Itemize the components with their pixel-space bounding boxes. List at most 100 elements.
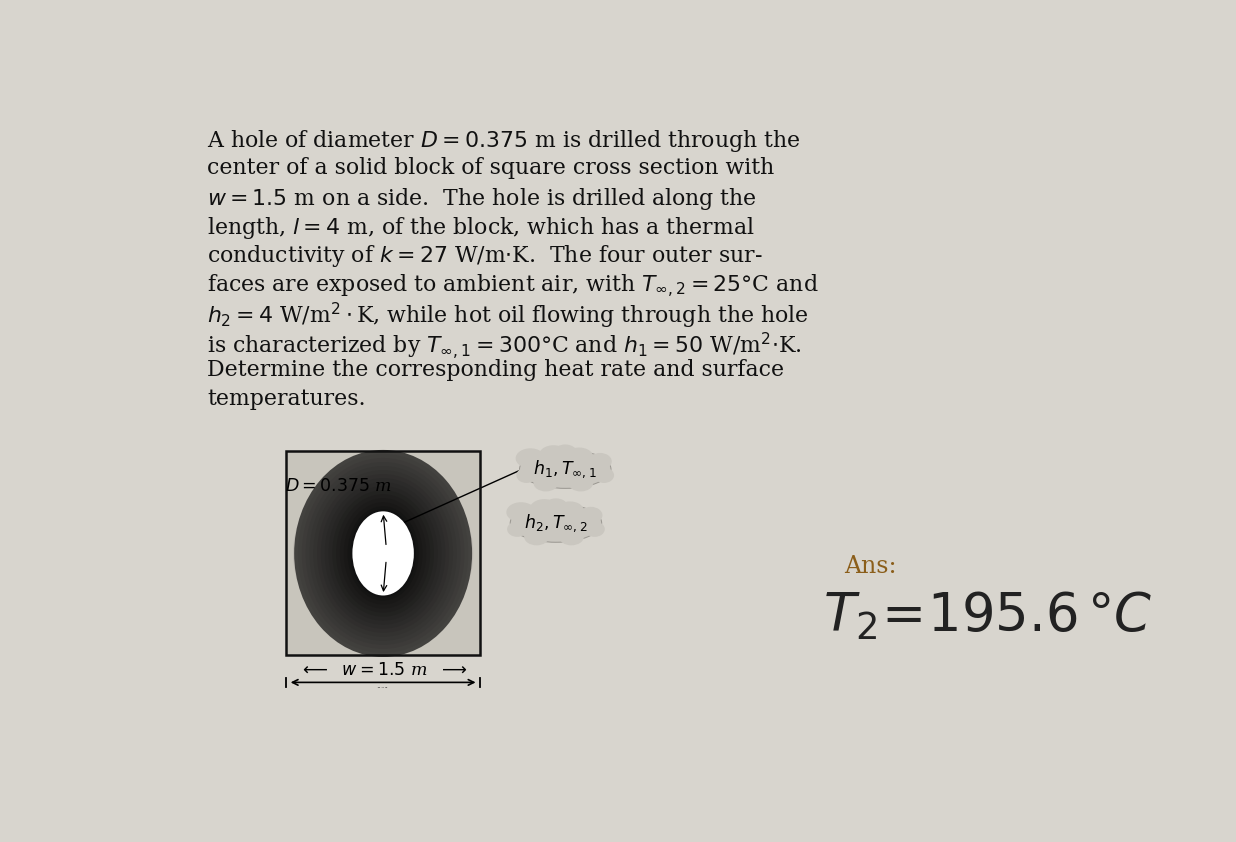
Ellipse shape	[336, 506, 430, 601]
Ellipse shape	[515, 448, 545, 468]
Ellipse shape	[349, 518, 418, 589]
Ellipse shape	[529, 499, 559, 520]
Text: $\longleftarrow$  $w = 1.5$ m  $\longrightarrow$: $\longleftarrow$ $w = 1.5$ m $\longright…	[299, 663, 467, 679]
Ellipse shape	[355, 525, 412, 583]
Ellipse shape	[321, 491, 445, 616]
Ellipse shape	[330, 500, 435, 607]
Bar	[287, 451, 480, 655]
Ellipse shape	[510, 504, 602, 542]
Ellipse shape	[329, 486, 438, 621]
Ellipse shape	[302, 458, 465, 649]
Ellipse shape	[381, 551, 386, 557]
Ellipse shape	[377, 547, 389, 560]
Ellipse shape	[320, 489, 446, 618]
Text: is characterized by $T_{\infty,1} = 300\degree$C and $h_1 = 50$ W/m$^2$$\cdot$K.: is characterized by $T_{\infty,1} = 300\…	[208, 330, 802, 361]
Ellipse shape	[351, 521, 414, 585]
Text: $h_2 = 4$ W/m$^2\cdot$K, while hot oil flowing through the hole: $h_2 = 4$ W/m$^2\cdot$K, while hot oil f…	[208, 301, 808, 332]
Ellipse shape	[321, 478, 445, 629]
Ellipse shape	[302, 471, 465, 636]
Ellipse shape	[315, 484, 451, 622]
Ellipse shape	[307, 476, 460, 632]
Bar	[287, 451, 480, 655]
Ellipse shape	[559, 529, 583, 546]
Ellipse shape	[539, 445, 569, 466]
Ellipse shape	[305, 462, 461, 645]
Ellipse shape	[293, 461, 473, 645]
Text: $h_1, T_{\infty,1}$: $h_1, T_{\infty,1}$	[534, 458, 597, 480]
Ellipse shape	[367, 536, 399, 570]
Ellipse shape	[340, 509, 426, 598]
Ellipse shape	[344, 514, 423, 594]
Ellipse shape	[595, 467, 614, 483]
Ellipse shape	[313, 470, 454, 637]
Ellipse shape	[362, 532, 404, 575]
Ellipse shape	[328, 497, 439, 610]
Ellipse shape	[534, 475, 559, 492]
Ellipse shape	[360, 529, 407, 578]
Ellipse shape	[342, 512, 424, 594]
Text: conductivity of $k = 27$ W/m$\cdot$K.  The four outer sur-: conductivity of $k = 27$ W/m$\cdot$K. Th…	[208, 243, 763, 269]
Ellipse shape	[588, 453, 612, 470]
Ellipse shape	[507, 502, 535, 522]
Ellipse shape	[363, 534, 403, 573]
Ellipse shape	[365, 535, 402, 572]
Ellipse shape	[297, 465, 470, 642]
Text: center of a solid block of square cross section with: center of a solid block of square cross …	[208, 157, 775, 179]
Ellipse shape	[335, 504, 431, 602]
Ellipse shape	[325, 482, 441, 625]
Ellipse shape	[298, 466, 468, 641]
Text: $w = 1.5$ m on a side.  The hole is drilled along the: $w = 1.5$ m on a side. The hole is drill…	[208, 186, 756, 211]
Ellipse shape	[517, 467, 536, 483]
Ellipse shape	[294, 463, 472, 643]
Ellipse shape	[347, 506, 419, 600]
Ellipse shape	[332, 501, 434, 605]
Ellipse shape	[382, 552, 384, 555]
Text: $\leftarrow\!\!\!\!\!\!\!\!\!$— $w = 1.5$ m —$\!\!\!\!\!\!\!\!\!\rightarrow$: $\leftarrow\!\!\!\!\!\!\!\!\!$— $w = 1.5…	[377, 685, 389, 690]
Ellipse shape	[347, 517, 419, 590]
Ellipse shape	[524, 529, 549, 546]
Ellipse shape	[375, 544, 392, 562]
Ellipse shape	[346, 515, 420, 592]
Ellipse shape	[339, 508, 428, 600]
Ellipse shape	[294, 450, 472, 657]
Ellipse shape	[341, 510, 425, 596]
Ellipse shape	[313, 482, 454, 626]
Ellipse shape	[305, 474, 461, 633]
Ellipse shape	[580, 507, 602, 524]
Text: $\mathit{T}_2\!=\!195.6\,°C$: $\mathit{T}_2\!=\!195.6\,°C$	[822, 590, 1152, 642]
Ellipse shape	[336, 494, 430, 613]
Ellipse shape	[332, 490, 434, 616]
Ellipse shape	[351, 510, 415, 596]
Ellipse shape	[304, 472, 462, 635]
Ellipse shape	[552, 445, 577, 463]
Text: temperatures.: temperatures.	[208, 388, 366, 410]
Ellipse shape	[371, 541, 396, 566]
Ellipse shape	[356, 526, 410, 581]
Ellipse shape	[316, 474, 449, 632]
Ellipse shape	[370, 540, 397, 568]
Ellipse shape	[334, 503, 433, 604]
Ellipse shape	[556, 502, 583, 520]
Ellipse shape	[376, 546, 391, 561]
Ellipse shape	[323, 493, 444, 615]
Ellipse shape	[319, 488, 447, 619]
Text: $h_2, T_{\infty,2}$: $h_2, T_{\infty,2}$	[524, 512, 588, 534]
Ellipse shape	[357, 527, 409, 579]
Ellipse shape	[326, 495, 440, 611]
Ellipse shape	[329, 498, 438, 609]
Ellipse shape	[298, 454, 468, 653]
Ellipse shape	[368, 538, 398, 568]
Text: $D = 0.375$ m: $D = 0.375$ m	[286, 477, 392, 494]
Ellipse shape	[300, 469, 466, 637]
Ellipse shape	[309, 466, 457, 641]
Ellipse shape	[344, 502, 423, 605]
Ellipse shape	[585, 521, 604, 537]
Ellipse shape	[569, 475, 593, 492]
Ellipse shape	[519, 450, 611, 488]
Text: Determine the corresponding heat rate and surface: Determine the corresponding heat rate an…	[208, 359, 785, 381]
Ellipse shape	[309, 478, 456, 628]
Ellipse shape	[318, 486, 449, 621]
Ellipse shape	[350, 520, 417, 587]
Ellipse shape	[308, 477, 459, 630]
Text: A hole of diameter $D = 0.375$ m is drilled through the: A hole of diameter $D = 0.375$ m is dril…	[208, 128, 801, 154]
